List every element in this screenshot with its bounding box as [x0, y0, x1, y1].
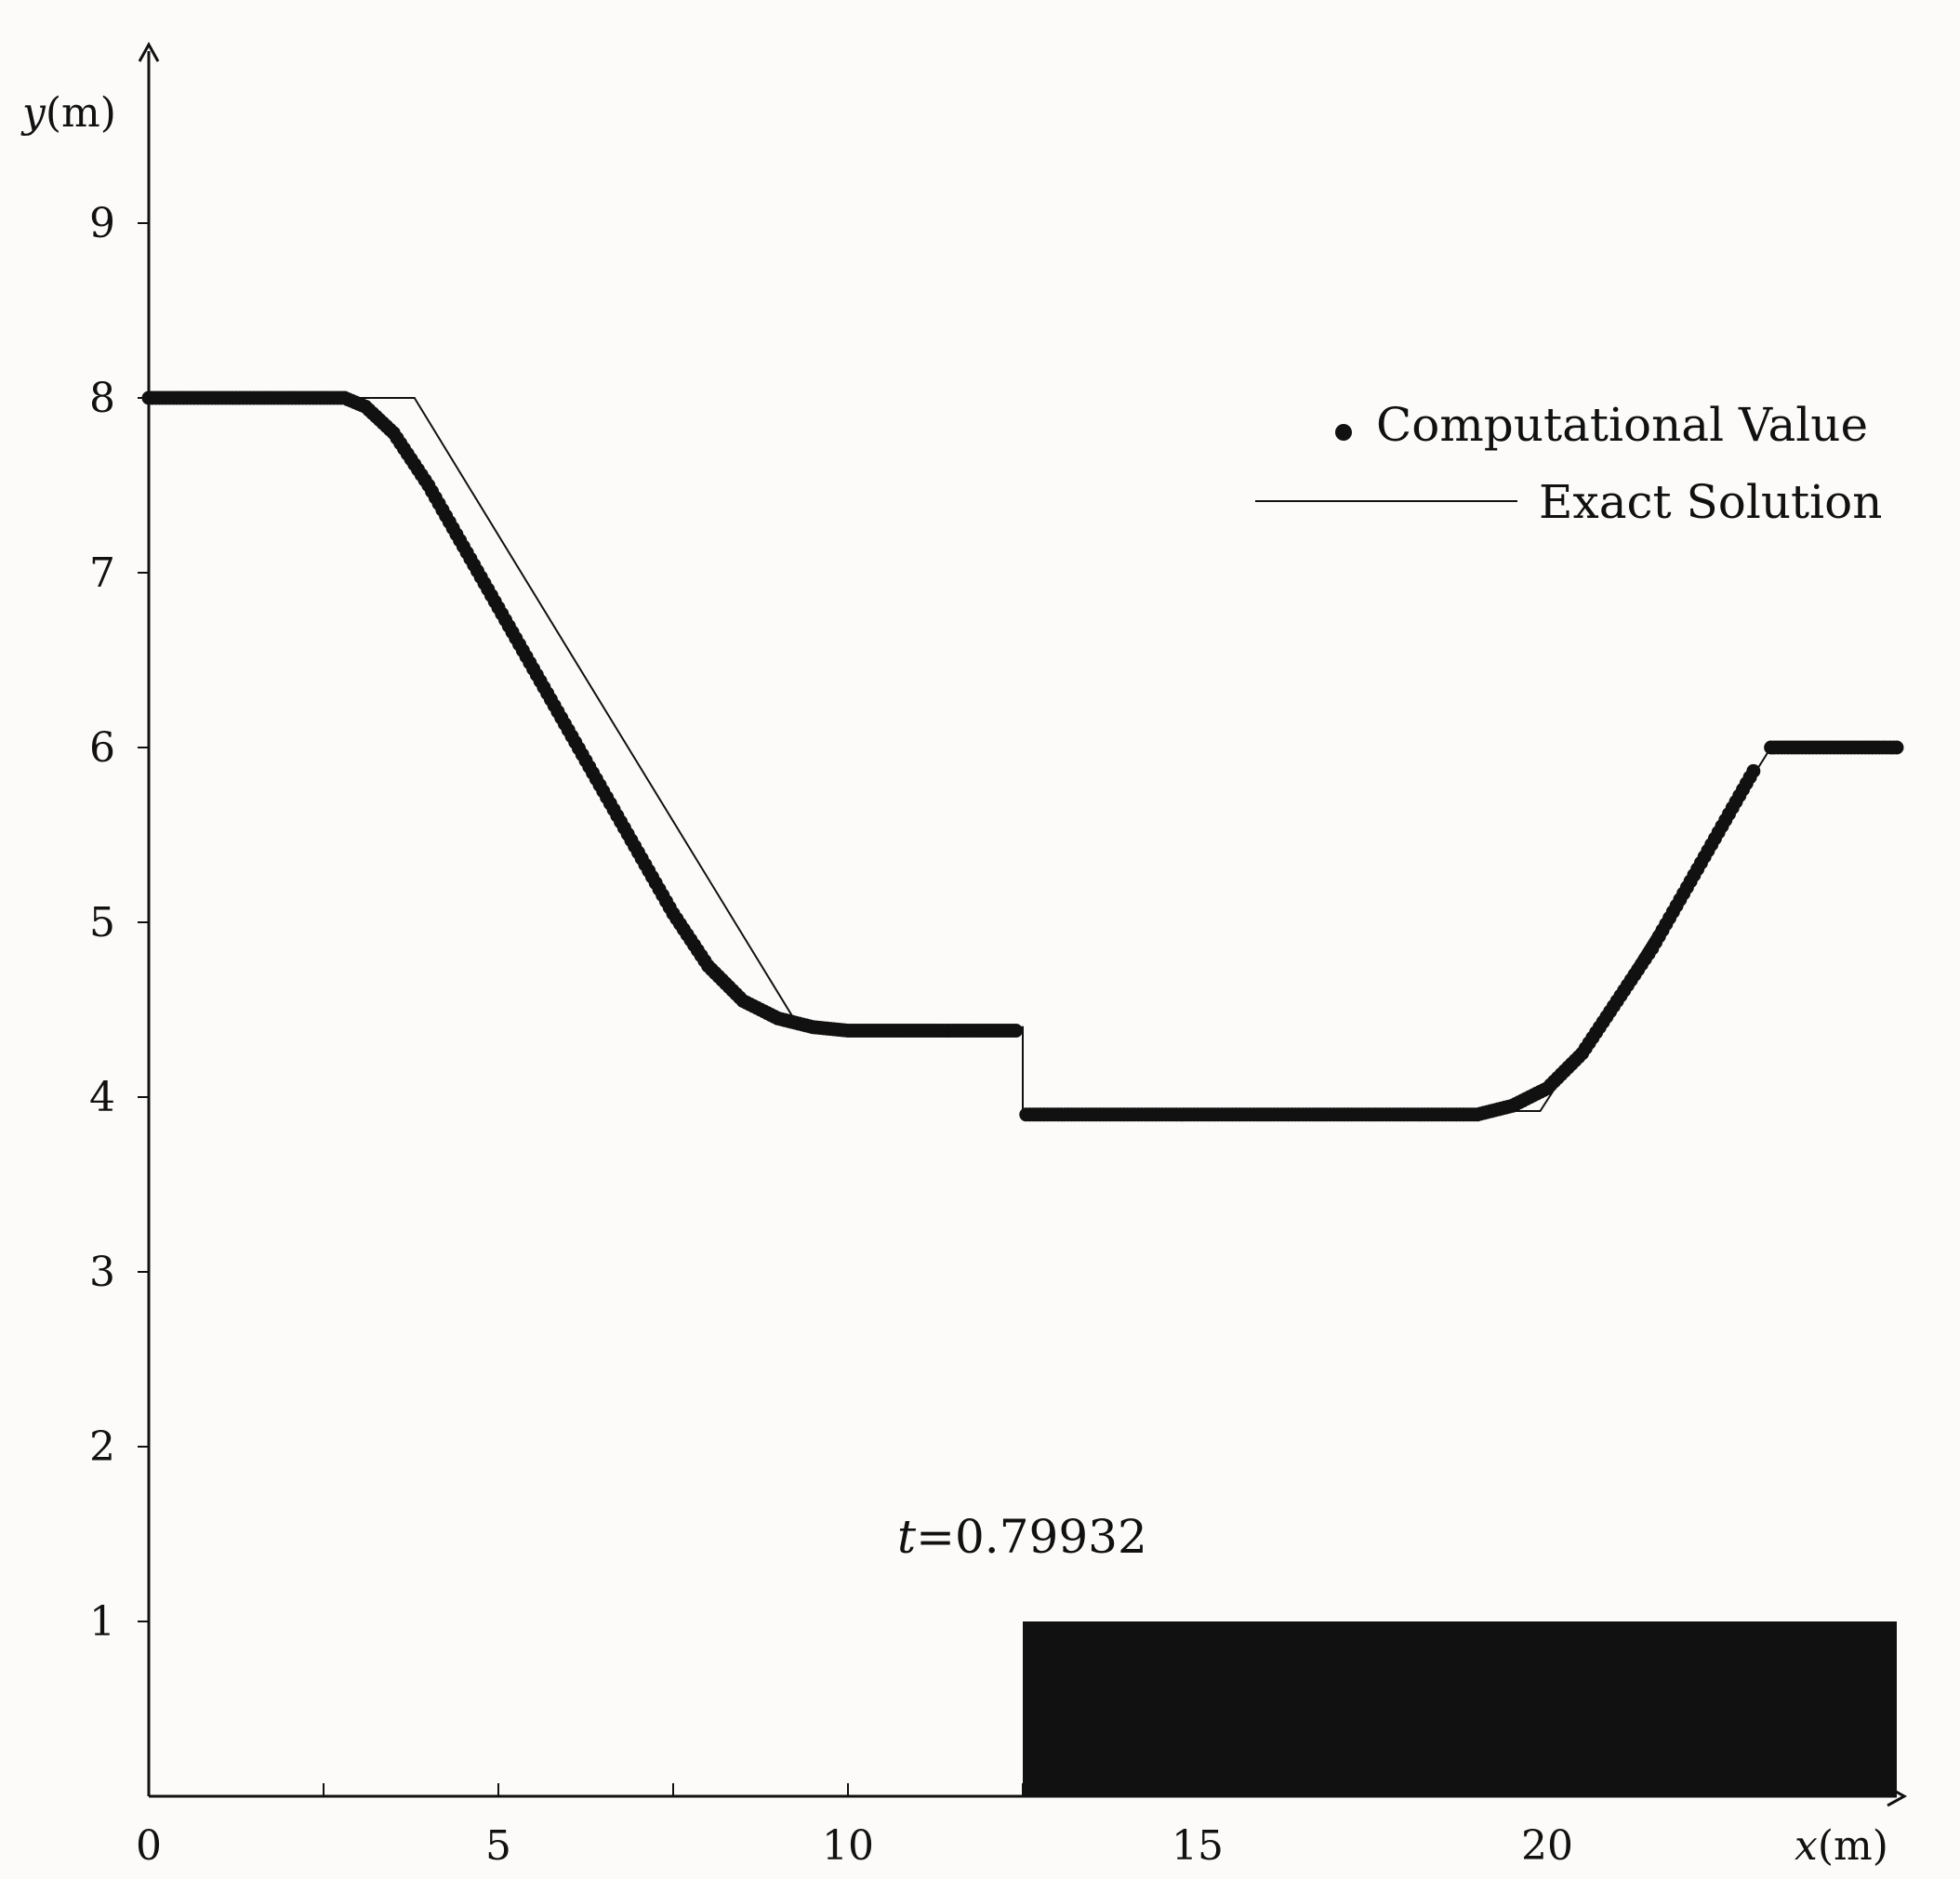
- x-tick-label: 20: [1521, 1822, 1573, 1870]
- legend-label-exact: Exact Solution: [1539, 475, 1882, 529]
- legend-marker-icon: [1335, 424, 1352, 441]
- x-tick-label: 5: [485, 1822, 511, 1870]
- legend: Computational Value Exact Solution: [1255, 398, 1882, 529]
- x-axis-label: x(m): [1794, 1822, 1888, 1870]
- y-tick-label: 2: [89, 1423, 115, 1471]
- plot-area: [141, 390, 1904, 1796]
- ticks: 0 5 10 15 20 1 2 3 4 5 6 7 8 9: [89, 200, 1723, 1870]
- y-tick-label: 7: [89, 549, 115, 597]
- x-axis-arrow-icon: [1887, 1785, 1908, 1807]
- y-tick-label: 8: [89, 375, 115, 422]
- y-axis-arrow-icon: [138, 41, 160, 62]
- step-block: [1023, 1621, 1897, 1796]
- y-tick-label: 6: [89, 724, 115, 772]
- computational-series: [141, 390, 1904, 1122]
- y-tick-label: 3: [89, 1249, 115, 1296]
- y-tick-label: 4: [89, 1074, 115, 1121]
- time-annotation: t=0.79932: [897, 1510, 1147, 1564]
- x-tick-label: 0: [136, 1822, 162, 1870]
- legend-label-computational: Computational Value: [1376, 398, 1868, 452]
- computational-point: [1889, 740, 1904, 755]
- y-axis-label: y(m): [20, 89, 116, 137]
- y-tick-label: 9: [89, 200, 115, 247]
- x-tick-label: 10: [822, 1822, 874, 1870]
- computational-point: [1746, 763, 1761, 778]
- y-tick-label: 1: [89, 1598, 115, 1646]
- computational-point: [1008, 1024, 1023, 1039]
- x-tick-label: 15: [1172, 1822, 1224, 1870]
- y-tick-label: 5: [89, 899, 115, 946]
